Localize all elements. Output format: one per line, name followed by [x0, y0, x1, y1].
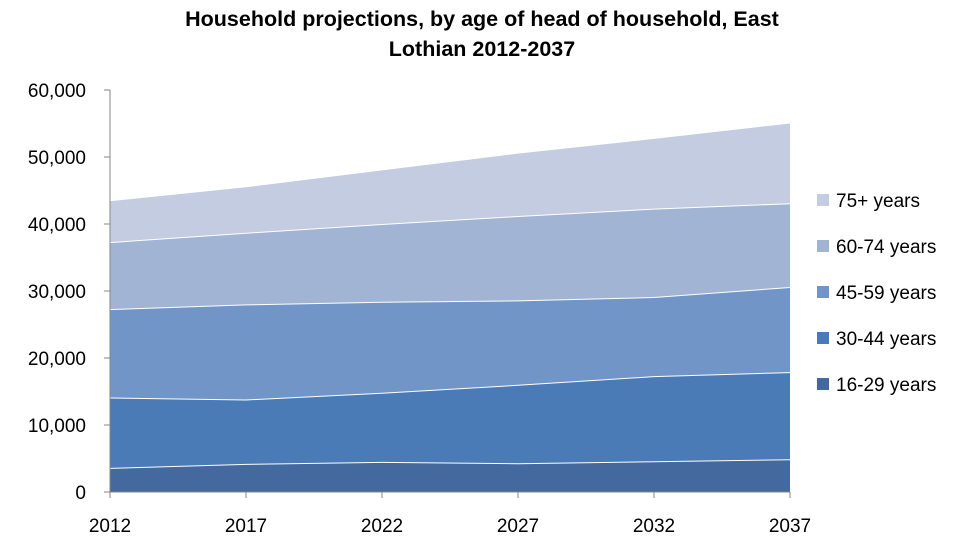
- legend-label: 45-59 years: [836, 283, 936, 304]
- y-tick-label: 0: [75, 483, 86, 504]
- area-series-4: [110, 203, 790, 310]
- chart-title-line-2: Lothian 2012-2037: [388, 37, 576, 61]
- chart-title-line-1: Household projections, by age of head of…: [185, 7, 779, 31]
- x-tick-label: 2017: [225, 516, 267, 536]
- y-tick-label: 40,000: [28, 215, 86, 236]
- legend: 75+ years 60-74 years 45-59 years 30-44 yea…: [817, 191, 936, 396]
- chart-title: Household projections, by age of head of…: [0, 4, 964, 64]
- axes-layer: 0 10,000 20,000 30,000 40,000 50,000 60,000 201…: [28, 81, 811, 536]
- legend-swatch: [817, 194, 829, 206]
- y-tick-label: 30,000: [28, 282, 86, 303]
- area-series-5: [110, 123, 790, 243]
- area-series-2: [110, 372, 790, 468]
- legend-swatch: [817, 332, 829, 344]
- legend-label: 16-29 years: [836, 375, 936, 396]
- area-series-3: [110, 287, 790, 400]
- y-tick-label: 60,000: [28, 81, 86, 102]
- legend-label: 60-74 years: [836, 237, 936, 258]
- x-tick-label: 2037: [769, 516, 811, 536]
- legend-swatch: [817, 240, 829, 252]
- y-tick-label: 10,000: [28, 416, 86, 437]
- y-tick-label: 20,000: [28, 349, 86, 370]
- y-tick-label: 50,000: [28, 148, 86, 169]
- x-tick-label: 2012: [89, 516, 131, 536]
- x-tick-label: 2032: [633, 516, 675, 536]
- area-series-1: [110, 459, 790, 492]
- x-tick-label: 2027: [497, 516, 539, 536]
- area-layer: [109, 123, 791, 492]
- legend-swatch: [817, 378, 829, 390]
- legend-swatch: [817, 286, 829, 298]
- x-tick-label: 2022: [361, 516, 403, 536]
- legend-label: 30-44 years: [836, 329, 936, 350]
- legend-label: 75+ years: [836, 191, 920, 212]
